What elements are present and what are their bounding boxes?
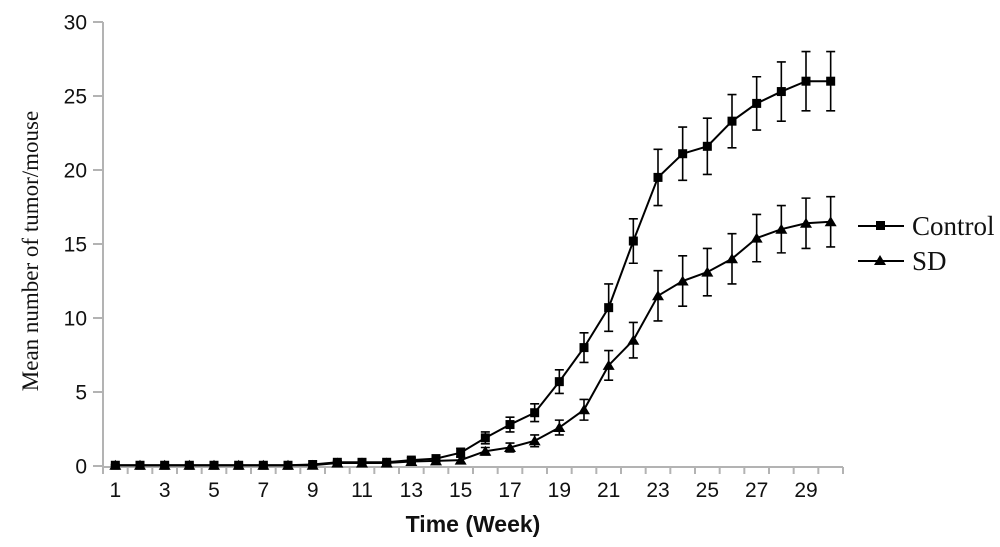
triangle-marker [824, 216, 837, 227]
x-tick-label: 5 [208, 479, 220, 502]
triangle-marker [158, 459, 171, 470]
square-marker [801, 76, 811, 86]
triangle-marker [800, 217, 812, 228]
x-tick-label: 17 [498, 479, 521, 502]
y-tick-label: 25 [64, 86, 87, 109]
legend-label-sd: SD [912, 246, 947, 276]
x-axis-title: Time (Week) [405, 511, 541, 537]
triangle-marker [405, 456, 418, 467]
x-tick-label: 25 [696, 479, 719, 502]
x-tick-label: 15 [449, 479, 472, 502]
square-marker [604, 303, 614, 313]
square-marker [653, 172, 663, 182]
triangle-marker-icon [874, 255, 886, 265]
x-tick-label: 7 [257, 479, 269, 502]
square-marker [456, 448, 466, 458]
square-marker [579, 343, 589, 353]
triangle-marker [652, 290, 664, 301]
x-tick-label: 21 [597, 479, 620, 502]
series-line-sd [115, 220, 831, 467]
triangle-marker [232, 459, 245, 470]
square-marker [530, 408, 540, 418]
x-tick-label: 11 [351, 479, 373, 502]
x-tick-label: 3 [159, 479, 171, 502]
x-tick-label: 27 [745, 479, 768, 502]
square-marker [505, 420, 515, 430]
triangle-marker [183, 459, 196, 470]
square-marker [554, 377, 564, 387]
triangle-marker [380, 457, 393, 468]
triangle-marker [701, 266, 714, 277]
triangle-marker [627, 334, 640, 345]
triangle-marker [454, 454, 467, 465]
triangle-marker [553, 422, 566, 433]
series-line-control [115, 80, 831, 467]
square-marker [752, 98, 762, 108]
y-tick-label: 15 [64, 234, 87, 257]
triangle-marker [134, 459, 146, 470]
triangle-marker [602, 359, 615, 370]
triangle-marker [208, 459, 220, 470]
triangle-marker [109, 459, 122, 470]
triangle-marker [504, 442, 516, 452]
triangle-marker [676, 275, 689, 286]
square-marker [678, 149, 688, 159]
triangle-marker [775, 223, 788, 234]
x-tick-label: 9 [307, 479, 319, 502]
control-line-sample [858, 221, 904, 230]
legend: Control SD [858, 211, 995, 276]
triangle-marker [306, 459, 319, 470]
x-tick-label: 29 [794, 479, 817, 502]
triangle-marker [356, 457, 368, 468]
legend-item-control: Control [858, 211, 995, 241]
square-marker [702, 141, 712, 151]
x-tick-label: 1 [109, 479, 121, 502]
triangle-marker [282, 459, 294, 470]
y-tick-label: 30 [64, 12, 87, 35]
triangle-marker [578, 404, 590, 415]
legend-label-control: Control [912, 211, 995, 241]
triangle-marker [528, 435, 541, 446]
y-tick-label: 0 [75, 456, 87, 479]
triangle-marker [479, 445, 492, 456]
legend-item-sd: SD [858, 246, 995, 276]
y-tick-label: 20 [64, 160, 87, 183]
triangle-marker [750, 232, 763, 243]
y-axis-title: Mean number of tumor/mouse [18, 110, 43, 392]
square-marker-icon [876, 221, 885, 230]
sd-line-sample [858, 255, 904, 265]
y-tick-label: 5 [75, 382, 87, 405]
triangle-marker [430, 455, 442, 466]
triangle-marker [331, 457, 344, 468]
y-tick-label: 10 [64, 308, 87, 331]
x-tick-label: 19 [548, 479, 571, 502]
square-marker [727, 116, 737, 126]
x-tick-label: 23 [646, 479, 669, 502]
square-marker [826, 76, 836, 86]
triangle-marker [726, 253, 738, 264]
square-marker [776, 87, 786, 97]
square-marker [628, 236, 638, 246]
square-marker [480, 433, 490, 443]
x-tick-label: 13 [400, 479, 423, 502]
triangle-marker [257, 459, 270, 470]
